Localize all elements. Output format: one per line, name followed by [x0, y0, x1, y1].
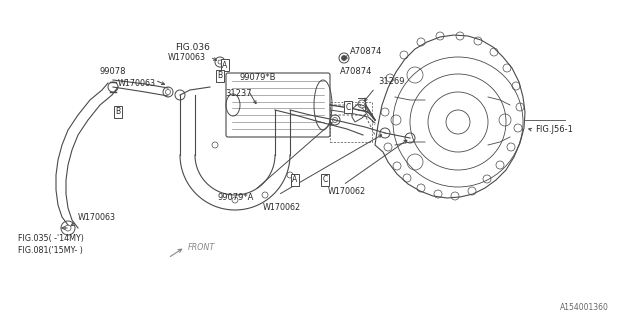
- Text: W170063: W170063: [118, 79, 156, 89]
- Text: A: A: [292, 175, 298, 185]
- Text: FIG.036: FIG.036: [175, 44, 210, 52]
- Text: FRONT: FRONT: [188, 244, 215, 252]
- Text: W170062: W170062: [263, 204, 301, 212]
- Text: B: B: [218, 71, 223, 81]
- Text: A70874: A70874: [340, 68, 372, 76]
- Text: W170062: W170062: [328, 188, 366, 196]
- Text: C: C: [323, 175, 328, 185]
- Text: FIG.081('15MY- ): FIG.081('15MY- ): [18, 245, 83, 254]
- Text: FIG.J56-1: FIG.J56-1: [535, 125, 573, 134]
- Text: W170063: W170063: [78, 212, 116, 221]
- Text: 99078: 99078: [100, 68, 127, 76]
- Text: C: C: [346, 102, 351, 111]
- Circle shape: [342, 55, 346, 60]
- Text: W170063: W170063: [168, 53, 206, 62]
- Text: FIG.035( -'14MY): FIG.035( -'14MY): [18, 234, 84, 243]
- Text: 31237: 31237: [225, 90, 252, 99]
- Text: A70874: A70874: [350, 47, 382, 57]
- Text: 99079*B: 99079*B: [240, 74, 276, 83]
- Text: 99079*A: 99079*A: [218, 194, 254, 203]
- Text: A: A: [222, 60, 228, 69]
- Text: 31269: 31269: [378, 77, 404, 86]
- Text: B: B: [115, 108, 120, 116]
- Text: A154001360: A154001360: [560, 303, 609, 313]
